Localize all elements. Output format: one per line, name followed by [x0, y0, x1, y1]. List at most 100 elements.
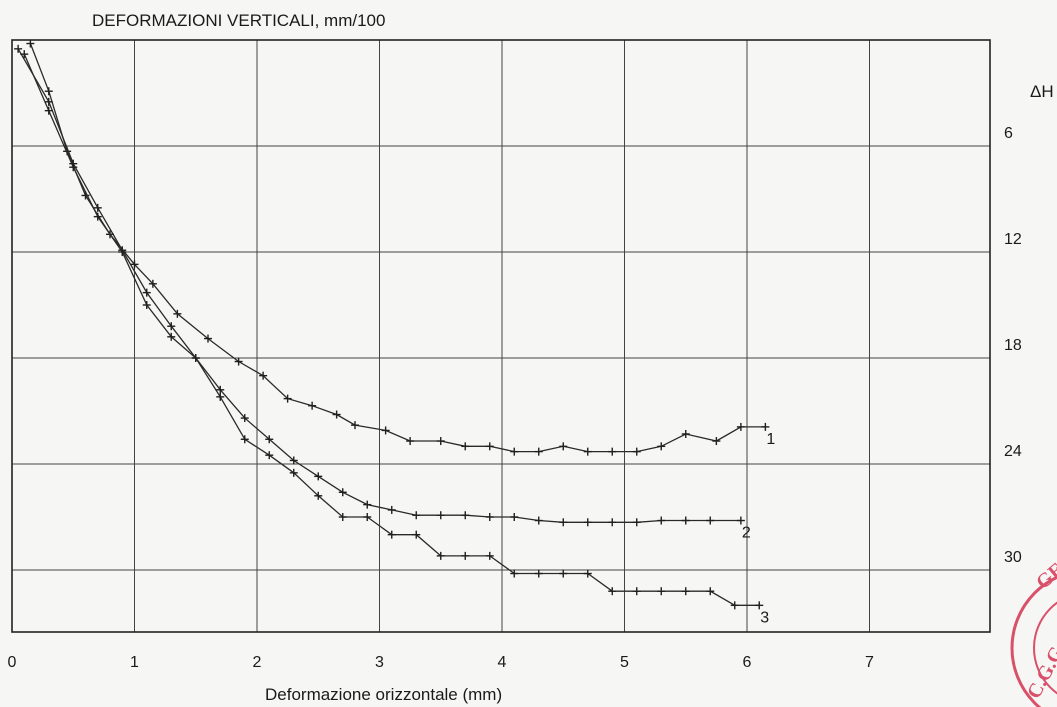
data-point: [216, 385, 225, 394]
y-tick-label: 6: [1004, 125, 1013, 142]
data-point: [461, 511, 470, 520]
series-line-1: [29, 43, 766, 453]
series-end-label: 1: [766, 431, 775, 448]
data-point: [583, 447, 592, 456]
data-point: [351, 421, 359, 430]
data-point: [167, 332, 176, 341]
data-point: [118, 248, 127, 256]
data-point: [142, 301, 151, 309]
x-tick-label: 2: [253, 654, 262, 671]
data-point: [485, 551, 494, 560]
data-point: [681, 429, 690, 438]
data-point: [93, 212, 102, 221]
data-point: [681, 516, 690, 525]
data-point: [26, 39, 35, 48]
data-point: [283, 394, 292, 403]
data-point: [265, 435, 274, 444]
data-point: [338, 488, 347, 497]
data-point: [583, 569, 592, 578]
x-axis-label: Deformazione orizzontale (mm): [265, 685, 502, 704]
data-point: [406, 437, 415, 446]
y-axis-label: ΔH: [1030, 82, 1054, 101]
x-tick-label: 4: [498, 654, 507, 671]
y-tick-label: 30: [1004, 549, 1022, 566]
x-tick-label: 0: [8, 654, 17, 671]
data-point: [632, 587, 641, 596]
data-point: [755, 601, 764, 610]
x-tick-label: 6: [743, 654, 752, 671]
data-point: [583, 518, 592, 527]
data-point: [706, 587, 715, 596]
data-point: [44, 87, 53, 96]
data-point: [534, 569, 543, 578]
data-point: [381, 426, 390, 435]
series-line-2: [17, 48, 741, 523]
y-tick-label: 24: [1004, 443, 1022, 460]
data-point: [142, 288, 151, 297]
stamp: C.G.G. GEO: [1010, 548, 1057, 707]
data-point: [332, 410, 341, 419]
data-point: [363, 500, 372, 509]
data-point: [191, 354, 200, 362]
data-point: [657, 516, 666, 525]
chart-title: DEFORMAZIONI VERTICALI, mm/100: [92, 11, 385, 30]
data-point: [736, 516, 745, 525]
data-point: [681, 587, 690, 596]
data-point: [265, 451, 274, 460]
data-point: [461, 442, 470, 451]
data-point: [314, 491, 323, 500]
data-point: [167, 322, 176, 331]
plot-frame: [11, 39, 991, 633]
data-point: [436, 437, 445, 446]
data-point: [706, 516, 715, 525]
data-point: [559, 569, 568, 578]
data-point: [20, 50, 29, 59]
data-point: [736, 422, 745, 431]
data-point: [44, 106, 53, 115]
data-point: [338, 513, 347, 521]
data-point: [308, 401, 317, 410]
data-point: [69, 163, 78, 172]
data-point: [534, 447, 543, 456]
data-point: [510, 447, 519, 456]
data-point: [44, 97, 53, 106]
data-point: [387, 505, 396, 514]
data-point: [148, 279, 157, 288]
data-point: [240, 435, 249, 444]
data-point: [534, 516, 543, 525]
data-point: [289, 468, 298, 477]
data-point: [608, 518, 617, 527]
grid: [12, 40, 990, 632]
x-tick-label: 1: [130, 654, 139, 671]
svg-text:GEO: GEO: [1032, 548, 1057, 593]
data-point: [436, 511, 445, 520]
data-point: [412, 511, 421, 520]
series-end-label: 3: [760, 609, 769, 626]
data-point: [510, 569, 519, 578]
data-point: [485, 442, 494, 451]
data-point: [289, 456, 298, 465]
data-point: [173, 309, 182, 318]
data-point: [632, 518, 641, 527]
data-point: [363, 513, 372, 521]
data-point: [93, 203, 102, 212]
data-point: [259, 371, 268, 380]
data-point: [240, 414, 249, 423]
x-tick-label: 5: [620, 654, 629, 671]
data-point: [204, 334, 212, 343]
series-labels: 1 2 3: [742, 431, 776, 626]
data-point: [130, 260, 139, 269]
data-point: [216, 392, 225, 401]
y-tick-label: 18: [1004, 337, 1022, 354]
data-point: [632, 447, 641, 456]
series-layer: [14, 39, 770, 610]
data-point: [559, 442, 568, 451]
data-point: [608, 587, 617, 596]
x-tick-labels: 0 1 2 3 4 5 6 7: [8, 654, 875, 671]
x-tick-label: 3: [375, 654, 384, 671]
data-point: [14, 44, 23, 53]
data-point: [712, 437, 721, 446]
series-end-label: 2: [742, 525, 751, 542]
data-point: [510, 513, 519, 521]
